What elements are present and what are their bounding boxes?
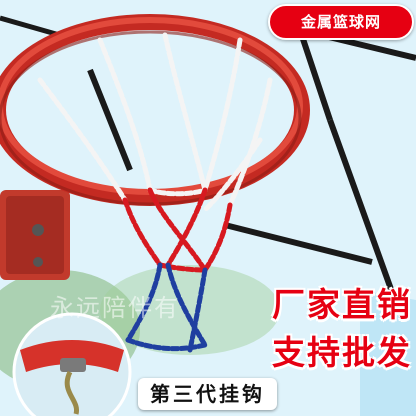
backboard-frame-left bbox=[87, 68, 133, 172]
watermark-text: 永远陪伴有 bbox=[50, 294, 180, 322]
hook-caption: 第三代挂钩 bbox=[138, 378, 277, 410]
backboard-frame-right bbox=[327, 118, 395, 294]
product-badge: 金属篮球网 bbox=[268, 4, 414, 40]
promo-line-2: 支持批发 bbox=[272, 333, 412, 372]
chain-net bbox=[37, 32, 273, 353]
promo-line-1: 厂家直销 bbox=[272, 285, 412, 324]
backboard-frame-bottom bbox=[224, 222, 373, 265]
